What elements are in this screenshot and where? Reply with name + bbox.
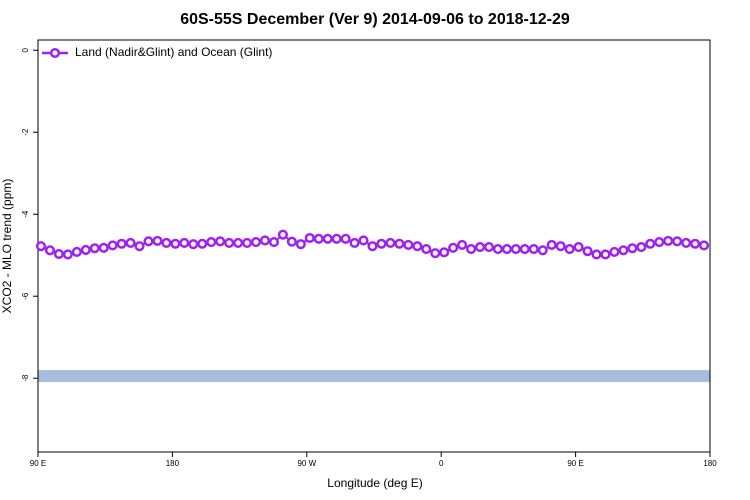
point bbox=[188, 239, 199, 250]
point bbox=[591, 249, 602, 260]
x-tick-label: 90 E bbox=[567, 459, 583, 468]
point bbox=[89, 243, 100, 254]
chart-title: 60S-55S December (Ver 9) 2014-09-06 to 2… bbox=[180, 11, 570, 28]
point bbox=[546, 239, 557, 251]
point bbox=[412, 241, 423, 252]
point bbox=[152, 235, 163, 246]
point bbox=[277, 229, 288, 240]
point bbox=[35, 241, 47, 252]
point bbox=[698, 240, 710, 251]
point bbox=[313, 233, 324, 244]
y-tick-label: -6 bbox=[21, 292, 30, 300]
point bbox=[125, 237, 136, 248]
x-tick-label: 180 bbox=[703, 459, 717, 468]
point bbox=[242, 237, 253, 248]
point bbox=[295, 239, 306, 250]
point bbox=[134, 241, 145, 252]
y-tick-label: 0 bbox=[21, 47, 30, 52]
point bbox=[618, 245, 629, 256]
point bbox=[501, 244, 512, 255]
point bbox=[609, 246, 620, 257]
x-tick-label: 180 bbox=[166, 459, 180, 468]
point bbox=[116, 238, 127, 249]
point bbox=[259, 235, 271, 246]
point bbox=[681, 237, 692, 248]
y-tick-label: -4 bbox=[21, 210, 30, 218]
point bbox=[161, 237, 172, 248]
point bbox=[448, 242, 459, 253]
point bbox=[645, 238, 656, 249]
x-axis-label: Longitude (deg E) bbox=[327, 476, 422, 490]
point bbox=[430, 248, 441, 259]
point bbox=[483, 241, 495, 253]
x-tick-label: 90 E bbox=[30, 459, 46, 468]
legend-label: Land (Nadir&Glint) and Ocean (Glint) bbox=[75, 45, 272, 59]
point bbox=[672, 236, 683, 247]
point bbox=[403, 239, 414, 251]
point bbox=[179, 237, 190, 248]
point bbox=[71, 246, 82, 257]
point bbox=[376, 238, 387, 249]
x-tick-label: 90 W bbox=[297, 459, 316, 468]
point bbox=[62, 249, 73, 260]
point bbox=[528, 244, 539, 255]
point bbox=[233, 237, 244, 248]
point bbox=[421, 244, 432, 255]
point bbox=[564, 244, 575, 255]
point bbox=[690, 238, 701, 249]
point bbox=[170, 238, 181, 249]
point bbox=[206, 237, 217, 248]
y-axis-label: XCO2 - MLO trend (ppm) bbox=[0, 179, 14, 314]
point bbox=[349, 237, 360, 248]
point bbox=[394, 238, 405, 249]
point bbox=[474, 241, 486, 253]
point bbox=[367, 241, 378, 252]
point bbox=[340, 233, 351, 244]
point bbox=[510, 244, 521, 255]
point bbox=[358, 235, 369, 246]
point bbox=[80, 244, 91, 255]
point bbox=[53, 248, 64, 260]
point bbox=[98, 242, 109, 253]
point bbox=[224, 237, 235, 248]
point bbox=[385, 237, 396, 248]
point bbox=[107, 240, 118, 251]
x-tick-label: 0 bbox=[439, 459, 444, 468]
point bbox=[600, 249, 611, 260]
point bbox=[143, 236, 154, 247]
legend-marker bbox=[49, 47, 61, 59]
point bbox=[304, 232, 315, 244]
point bbox=[654, 237, 665, 248]
point bbox=[627, 243, 638, 254]
point bbox=[582, 246, 593, 257]
point bbox=[466, 244, 477, 255]
point bbox=[215, 236, 226, 247]
point bbox=[492, 244, 503, 255]
point bbox=[663, 235, 674, 246]
point bbox=[555, 241, 566, 252]
y-tick-label: -8 bbox=[21, 374, 30, 382]
point bbox=[573, 241, 584, 253]
point bbox=[636, 241, 647, 253]
point bbox=[44, 245, 55, 256]
point bbox=[250, 237, 262, 248]
point bbox=[519, 244, 530, 255]
point bbox=[439, 247, 450, 258]
point bbox=[457, 239, 468, 251]
y-tick-label: -2 bbox=[21, 128, 30, 136]
point bbox=[331, 233, 342, 244]
point bbox=[268, 237, 279, 248]
point bbox=[322, 233, 333, 244]
point bbox=[197, 238, 208, 249]
point bbox=[286, 236, 297, 247]
point bbox=[537, 245, 548, 256]
